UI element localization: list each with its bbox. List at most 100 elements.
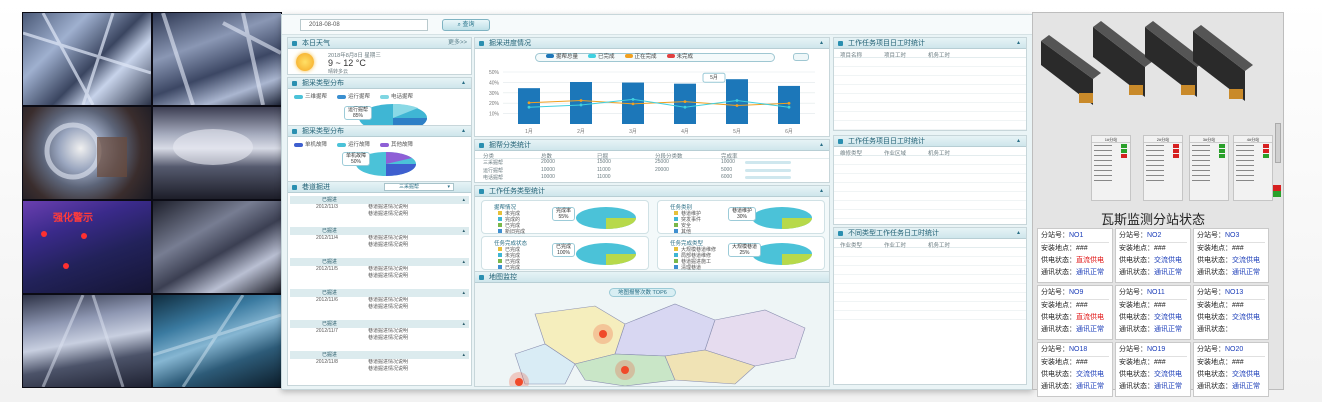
roadway-item[interactable]: 已掘进 ▴ 2012/11/3 巷道掘进情况说明 巷道掘进情况说明: [290, 196, 469, 226]
substation-box[interactable]: 3#分站: [1189, 135, 1229, 201]
station-card[interactable]: 分站号：NO13 安装地点：### 供电状态：交流供电 通讯状态：: [1193, 285, 1269, 340]
roadway-selector[interactable]: 三采掘帮 ▾: [384, 183, 454, 191]
bar[interactable]: [570, 82, 592, 124]
table-row[interactable]: [834, 76, 1026, 85]
table-row[interactable]: [834, 58, 1026, 67]
collapse-icon[interactable]: ▴: [1016, 138, 1020, 144]
series-line-a-point[interactable]: [527, 101, 531, 105]
bar[interactable]: [674, 83, 696, 124]
roadway-item[interactable]: 已掘进 ▴ 2012/11/8 巷道掘进情况说明 巷道掘进情况说明: [290, 351, 469, 381]
station-card[interactable]: 分站号：NO18 安装地点：### 供电状态：交流供电 通讯状态：通讯正常: [1037, 342, 1113, 397]
table-row[interactable]: [834, 248, 1026, 257]
table-row[interactable]: [834, 192, 1026, 201]
equipment-2[interactable]: [1093, 21, 1153, 97]
camera-feed-2[interactable]: [153, 13, 281, 105]
table-row[interactable]: [834, 302, 1026, 311]
collapse-icon[interactable]: ▴: [819, 188, 823, 194]
series-line-b-point[interactable]: [735, 99, 739, 102]
chevron-down-icon[interactable]: ▴: [462, 352, 465, 358]
collapse-icon[interactable]: ▴: [819, 40, 823, 46]
series-line-b-point[interactable]: [787, 105, 791, 109]
table-row[interactable]: 运行掘帮 10000 11000 20000 5000: [475, 167, 829, 175]
table-row[interactable]: [834, 210, 1026, 219]
table-row[interactable]: [834, 183, 1026, 192]
series-line-b-point[interactable]: [579, 103, 583, 107]
table-row[interactable]: [834, 121, 1026, 130]
table-row[interactable]: [834, 112, 1026, 121]
camera-feed-5[interactable]: 强化警示: [23, 201, 151, 293]
alarm-hotspot-icon[interactable]: [599, 330, 607, 338]
query-button[interactable]: ⌕ 查询: [442, 19, 490, 31]
table-row[interactable]: [834, 103, 1026, 112]
map-region[interactable]: [664, 349, 756, 385]
table-row[interactable]: [834, 201, 1026, 210]
station-card[interactable]: 分站号：NO1 安装地点：### 供电状态：直流供电 通讯状态：通讯正常: [1037, 228, 1113, 283]
chart-options-button[interactable]: [793, 53, 809, 61]
map-region[interactable]: [514, 343, 576, 385]
roadway-item[interactable]: 已掘进 ▴ 2012/11/5 巷道掘进情况说明 巷道掘进情况说明: [290, 258, 469, 288]
camera-feed-7[interactable]: [23, 295, 151, 387]
table-row[interactable]: [834, 156, 1026, 165]
station-card[interactable]: 分站号：NO20 安装地点：### 供电状态：交流供电 通讯状态：通讯正常: [1193, 342, 1269, 397]
series-line-a-point[interactable]: [735, 104, 739, 107]
camera-feed-4[interactable]: [153, 107, 281, 199]
substation-box[interactable]: 2#分站: [1143, 135, 1183, 201]
table-row[interactable]: [834, 165, 1026, 174]
table-row[interactable]: [834, 85, 1026, 94]
table-row[interactable]: [834, 284, 1026, 293]
alarm-hotspot-icon[interactable]: [621, 366, 629, 374]
table-row[interactable]: [834, 174, 1026, 183]
station-card[interactable]: 分站号：NO19 安装地点：### 供电状态：交流供电 通讯状态：通讯正常: [1115, 342, 1191, 397]
chevron-down-icon[interactable]: ▴: [462, 290, 465, 296]
table-row[interactable]: 电话掘帮 10000 11000 6000: [475, 174, 829, 182]
table-row[interactable]: 三采掘帮 20000 15000 25000 10000: [475, 159, 829, 167]
station-card[interactable]: 分站号：NO3 安装地点：### 供电状态：交流供电 通讯状态：通讯正常: [1193, 228, 1269, 283]
scrollbar[interactable]: [1275, 123, 1281, 163]
station-card[interactable]: 分站号：NO2 安装地点：### 供电状态：交流供电 通讯状态：通讯正常: [1115, 228, 1191, 283]
collapse-icon[interactable]: ▴: [819, 142, 823, 148]
table-row[interactable]: [834, 257, 1026, 266]
station-card[interactable]: 分站号：NO11 安装地点：### 供电状态：交流供电 通讯状态：通讯正常: [1115, 285, 1191, 340]
camera-feed-3[interactable]: [23, 107, 151, 199]
collapse-icon[interactable]: ▴: [461, 80, 465, 86]
chevron-down-icon[interactable]: ▴: [462, 228, 465, 234]
camera-feed-1[interactable]: [23, 13, 151, 105]
equipment-4[interactable]: [1193, 25, 1253, 101]
legend-swatch: [498, 247, 502, 251]
roadway-item[interactable]: 已掘进 ▴ 2012/11/4 巷道掘进情况说明 巷道掘进情况说明: [290, 227, 469, 257]
series-line-b-point[interactable]: [631, 97, 635, 101]
series-line-a-point[interactable]: [787, 101, 791, 105]
table-row[interactable]: [834, 311, 1026, 320]
chevron-down-icon[interactable]: ▴: [462, 197, 465, 203]
table-row[interactable]: [834, 67, 1026, 76]
series-line-b-point[interactable]: [527, 105, 531, 109]
chevron-down-icon[interactable]: ▴: [462, 321, 465, 327]
weather-more-link[interactable]: 更多>>: [447, 40, 467, 46]
collapse-icon[interactable]: ▴: [1016, 40, 1020, 46]
table-row[interactable]: [834, 275, 1026, 284]
station-card[interactable]: 分站号：NO9 安装地点：### 供电状态：直流供电 通讯状态：通讯正常: [1037, 285, 1113, 340]
roadway-item[interactable]: 已掘进 ▴ 2012/11/6 巷道掘进情况说明 巷道掘进情况说明: [290, 289, 469, 319]
collapse-icon[interactable]: ▴: [461, 128, 465, 134]
chevron-down-icon[interactable]: ▴: [462, 259, 465, 265]
series-line-b-point[interactable]: [683, 105, 687, 109]
bar[interactable]: [778, 85, 800, 124]
table-row[interactable]: [834, 266, 1026, 275]
collapse-icon[interactable]: ▴: [1016, 230, 1020, 236]
substation-box[interactable]: 4#分站: [1233, 135, 1273, 201]
alarm-hotspot-icon[interactable]: [515, 378, 523, 386]
table-row[interactable]: [834, 94, 1026, 103]
roadway-item[interactable]: 已掘进 ▴ 2012/11/7 巷道掘进情况说明 巷道掘进情况说明: [290, 320, 469, 350]
date-input[interactable]: 2018-08-08: [300, 19, 428, 31]
equipment-3[interactable]: [1145, 21, 1205, 97]
table-row[interactable]: [834, 293, 1026, 302]
table-row[interactable]: [834, 219, 1026, 224]
substation-box[interactable]: 1#分站: [1091, 135, 1131, 201]
series-line-a-point[interactable]: [631, 102, 635, 106]
camera-feed-8[interactable]: [153, 295, 281, 387]
camera-feed-6[interactable]: [153, 201, 281, 293]
map-region[interactable]: [614, 303, 716, 357]
series-line-a-point[interactable]: [579, 99, 583, 102]
series-line-a-point[interactable]: [683, 100, 687, 103]
equipment-1[interactable]: [1041, 35, 1101, 105]
